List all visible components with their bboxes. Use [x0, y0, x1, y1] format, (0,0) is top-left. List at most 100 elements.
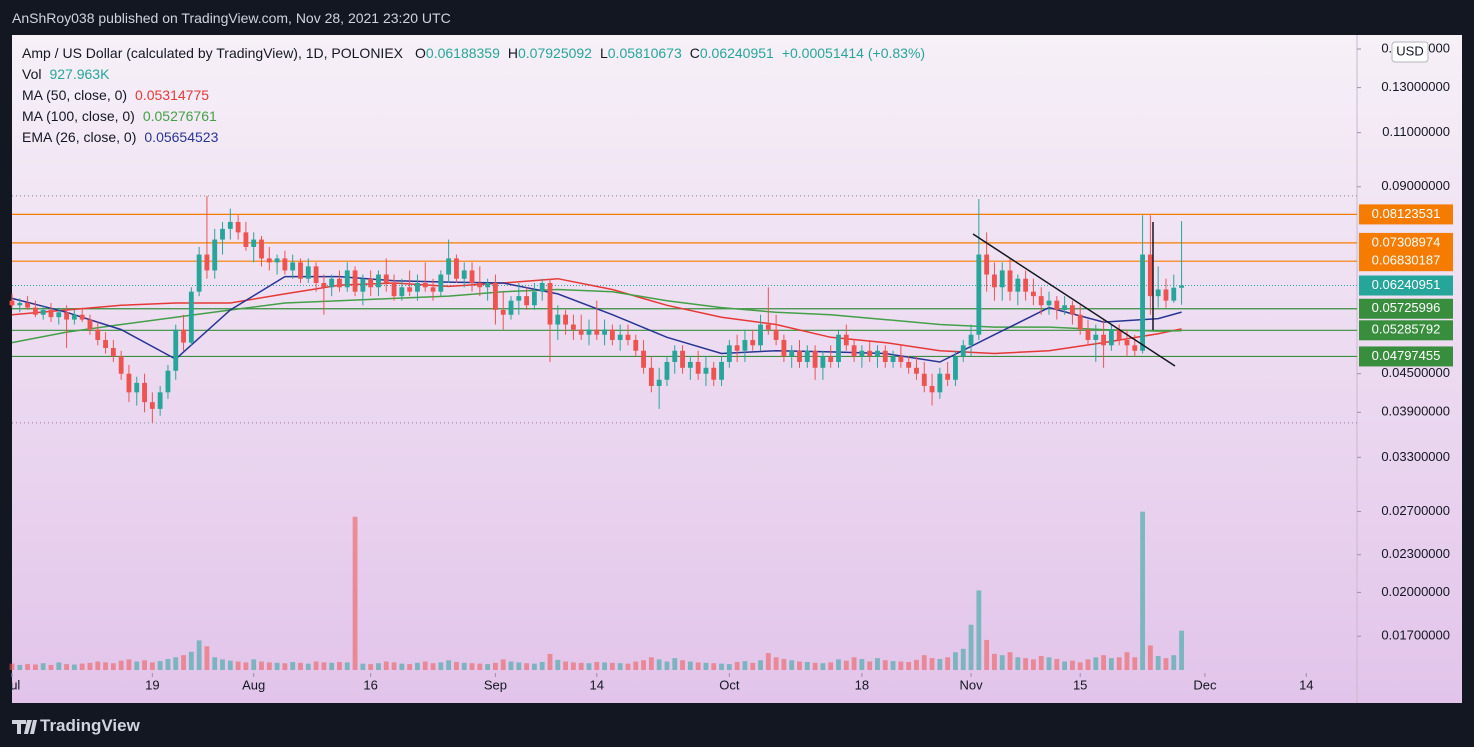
level-badge [1359, 320, 1453, 341]
y-tick-label: 0.03300000 [1381, 449, 1450, 464]
candle-body [344, 270, 350, 288]
volume-bar [602, 662, 607, 670]
candle-body [1108, 329, 1114, 346]
candle-body [1163, 289, 1169, 301]
volume-bar [235, 661, 241, 670]
candle-body [836, 334, 841, 362]
volume-bar [1085, 659, 1091, 670]
ma-line [11, 277, 1182, 355]
candle-body [243, 232, 249, 247]
candle-body [680, 350, 685, 368]
volume-bar [804, 661, 810, 670]
legend-name: MA (50, close, 0) [22, 87, 128, 103]
volume-bar [469, 663, 475, 670]
candle-body [469, 270, 475, 283]
volume-bar [305, 663, 311, 670]
candle-body [555, 314, 561, 325]
volume-bar [789, 660, 795, 670]
change: +0.00051414 (+0.83%) [781, 45, 926, 61]
volume-bar [914, 659, 919, 670]
volume-bar [547, 653, 553, 670]
candle-body [118, 356, 124, 374]
candle-body [126, 373, 132, 393]
candle-body [1046, 300, 1052, 306]
candle-body [750, 339, 756, 346]
volume-bar [79, 663, 85, 670]
volume-bar [726, 664, 732, 670]
volume-bar [118, 660, 124, 670]
candle-body [422, 282, 428, 288]
candle-body [368, 278, 374, 288]
candles-layer [9, 195, 1184, 423]
volume-bar [103, 662, 108, 670]
candle-body [1007, 270, 1013, 292]
ohlc-label: O [415, 45, 426, 61]
candle-body [32, 307, 38, 315]
volume-bar [1147, 645, 1153, 670]
level-label: 0.04797455 [1372, 348, 1441, 363]
volume-bar [563, 661, 569, 670]
candle-body [157, 392, 163, 409]
volume-bar [1015, 657, 1021, 670]
volume-bar [25, 664, 31, 670]
candle-body [461, 270, 467, 279]
legend: Amp / US Dollar (calculated by TradingVi… [22, 43, 925, 148]
candle-body [984, 254, 990, 275]
candle-body [812, 350, 818, 368]
volume-bar [968, 624, 974, 670]
volume-bar [875, 658, 880, 670]
volume-bar [758, 660, 763, 670]
x-tick-label: 14 [1299, 677, 1313, 692]
candle-body [376, 274, 381, 288]
volume-bar [703, 662, 709, 670]
volume-bar [641, 660, 646, 670]
candle-body [329, 278, 335, 288]
candle-body [656, 379, 662, 386]
candle-body [71, 314, 77, 320]
volume-bar [742, 661, 748, 670]
candle-body [391, 282, 397, 297]
volume-bar [173, 657, 179, 670]
candle-body [1155, 289, 1161, 297]
volume-bar [352, 516, 358, 670]
candle-body [337, 278, 342, 288]
candle-body [742, 339, 748, 351]
volume-bar [313, 661, 319, 670]
candle-body [227, 221, 233, 229]
candle-body [149, 402, 155, 409]
currency: USD [1396, 43, 1423, 58]
volume-bar [477, 663, 483, 670]
candle-body [539, 282, 545, 292]
candle-body [641, 350, 646, 368]
candle-body [602, 329, 607, 335]
volume-bar [890, 661, 896, 670]
candle-body [40, 309, 46, 315]
volume-bar [298, 662, 303, 670]
candle-body [578, 329, 584, 335]
candle-body [87, 319, 93, 330]
candle-body [1116, 329, 1122, 340]
volume-bar [781, 658, 787, 670]
volume-bar [508, 661, 514, 670]
volume-bar [921, 655, 927, 670]
volume-bar [485, 664, 491, 670]
currency-badge[interactable] [1391, 41, 1429, 63]
candle-body [703, 367, 709, 374]
candle-body [1054, 300, 1060, 310]
candle-body [1132, 345, 1138, 351]
volume-bar [243, 662, 249, 670]
candle-body [1093, 334, 1099, 340]
volume-bar [524, 663, 530, 670]
ma-line [11, 275, 1182, 363]
volume-bar [570, 662, 576, 670]
volume-bar [1132, 657, 1138, 670]
candle-body [352, 270, 358, 292]
volume-bar [165, 658, 171, 670]
volume-bar [493, 662, 498, 670]
volume-bar [95, 661, 101, 670]
candle-body [625, 334, 631, 340]
volume-bar [1023, 658, 1029, 670]
candle-body [454, 258, 459, 279]
vol-value: 927.963K [49, 66, 110, 82]
volume-bar [851, 657, 857, 670]
